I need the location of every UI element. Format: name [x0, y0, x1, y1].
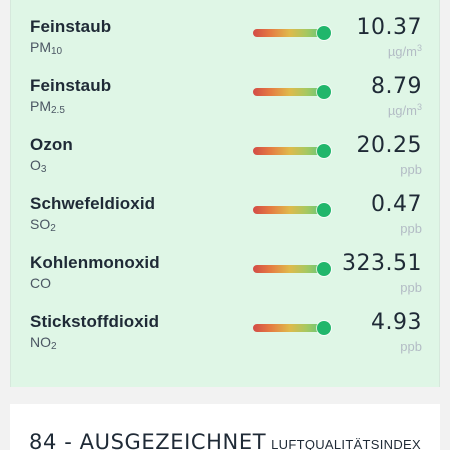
quality-gradient-bar: [253, 206, 323, 214]
quality-bar: [253, 262, 331, 276]
quality-gradient-bar: [253, 88, 323, 96]
unit-base: µg/m: [387, 103, 417, 118]
unit-superscript: 3: [416, 43, 422, 53]
quality-level-marker: [317, 262, 331, 276]
pollutant-formula: SO2: [30, 216, 56, 234]
quality-bar: [253, 203, 331, 217]
pollutant-name: Ozon: [30, 135, 73, 154]
air-quality-index-summary: 84 - AUSGEZEICHNET LUFTQUALITÄTSINDEX: [10, 404, 440, 450]
pollutant-unit: ppb: [400, 280, 422, 295]
quality-level-marker: [317, 85, 331, 99]
formula-subscript: 2: [50, 223, 56, 234]
quality-bar: [253, 144, 331, 158]
pollutant-formula: PM10: [30, 39, 63, 57]
quality-gradient-bar: [253, 265, 323, 273]
formula-subscript: 2: [51, 341, 57, 352]
pollutant-unit: ppb: [400, 339, 422, 354]
quality-level-marker: [317, 203, 331, 217]
unit-base: µg/m: [387, 44, 417, 59]
formula-subscript: 10: [51, 46, 63, 57]
quality-bar: [253, 85, 331, 99]
pollutant-unit: ppb: [400, 221, 422, 236]
pollutant-value: 8.79: [371, 74, 422, 99]
pollutant-list: Feinstaub PM10 10.37 µg/m3 Feinstaub PM2…: [10, 0, 440, 387]
pollutant-unit: µg/m3: [387, 102, 422, 119]
pollutant-formula: CO: [30, 275, 51, 291]
pollutant-formula: NO2: [30, 334, 57, 352]
pollutant-value: 4.93: [371, 310, 422, 335]
formula-base: O: [30, 157, 41, 173]
quality-bar: [253, 321, 331, 335]
pollutant-row-so2: Schwefeldioxid SO2 0.47 ppb: [11, 177, 441, 236]
pollutant-name: Feinstaub: [30, 76, 112, 95]
quality-level-marker: [317, 144, 331, 158]
pollutant-formula: PM2.5: [30, 98, 65, 116]
pollutant-row-ozone: Ozon O3 20.25 ppb: [11, 118, 441, 177]
pollutant-name: Feinstaub: [30, 17, 112, 36]
formula-base: CO: [30, 275, 51, 291]
quality-bar: [253, 26, 331, 40]
pollutant-formula: O3: [30, 157, 47, 175]
pollutant-value: 10.37: [356, 15, 422, 40]
pollutant-row-no2: Stickstoffdioxid NO2 4.93 ppb: [11, 295, 441, 354]
quality-level-marker: [317, 26, 331, 40]
formula-subscript: 3: [40, 164, 47, 175]
pollutant-row-pm25: Feinstaub PM2.5 8.79 µg/m3: [11, 59, 441, 118]
formula-base: PM: [30, 98, 51, 114]
unit-superscript: 3: [416, 102, 422, 112]
pollutant-value: 20.25: [356, 133, 422, 158]
formula-base: NO: [30, 334, 51, 350]
pollutant-name: Schwefeldioxid: [30, 194, 156, 213]
unit-base: ppb: [400, 339, 422, 354]
formula-base: PM: [30, 39, 51, 55]
quality-gradient-bar: [253, 324, 323, 332]
quality-gradient-bar: [253, 147, 323, 155]
pollutant-value: 0.47: [371, 192, 422, 217]
pollutant-name: Kohlenmonoxid: [30, 253, 160, 272]
pollutant-name: Stickstoffdioxid: [30, 312, 160, 331]
pollutant-unit: µg/m3: [387, 43, 422, 60]
pollutant-row-pm10: Feinstaub PM10 10.37 µg/m3: [11, 0, 441, 59]
formula-subscript: 2.5: [51, 105, 65, 116]
aqi-score: 84 - AUSGEZEICHNET: [29, 430, 267, 450]
quality-gradient-bar: [253, 29, 323, 37]
pollutant-value: 323.51: [342, 251, 422, 276]
pollutant-row-co: Kohlenmonoxid CO 323.51 ppb: [11, 236, 441, 295]
unit-base: ppb: [400, 280, 422, 295]
formula-base: SO: [30, 216, 51, 232]
aqi-label: LUFTQUALITÄTSINDEX: [271, 437, 421, 450]
quality-level-marker: [317, 321, 331, 335]
unit-base: ppb: [400, 162, 422, 177]
unit-base: ppb: [400, 221, 422, 236]
pollutant-unit: ppb: [400, 162, 422, 177]
